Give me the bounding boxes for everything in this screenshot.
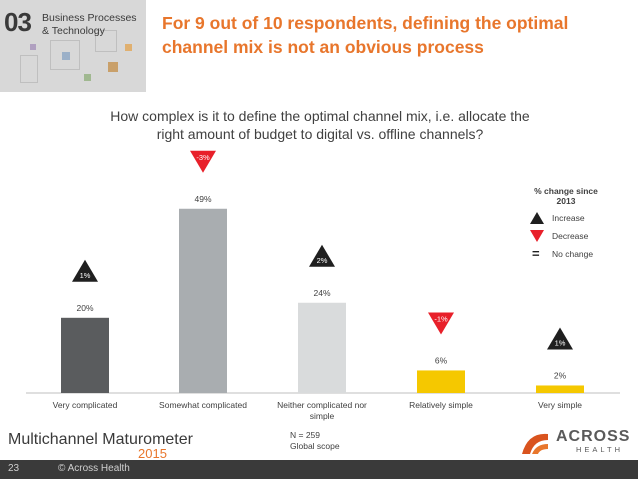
footer-bar: 23 © Across Health [0,460,638,479]
section-tile: 03 Business Processes & Technology [0,0,146,92]
change-marker-5 [547,327,573,350]
change-marker-4 [428,312,454,335]
question-line2: right amount of budget to digital vs. of… [156,126,484,142]
change-label-3: 2% [317,256,328,265]
change-label-5: 1% [555,338,566,347]
slide-header: 03 Business Processes & Technology For 9… [0,0,638,92]
value-label-1: 20% [76,303,93,313]
sample-note: N = 259 Global scope [290,430,340,452]
legend-title: % change since 2013 [524,186,608,206]
bar-chart: 20% 1% Very complicated 49% -3% Somewhat comp… [26,150,620,421]
brand-year: 2015 [138,446,167,461]
across-health-logo: ACROSS HEALTH [518,428,630,456]
logo-mark-icon [522,433,548,454]
page-title-line1: For 9 out of 10 respondents, defining th… [162,13,569,33]
category-label-3-line2: simple [310,411,335,421]
section-number: 03 [4,7,32,37]
brand-name: Multichannel Maturometer [8,431,193,448]
bar-3 [298,302,346,393]
value-label-4: 6% [435,355,448,365]
legend-title-line2: 2013 [556,196,576,206]
category-label-1: Very complicated [53,400,118,410]
value-label-3: 24% [313,288,330,298]
category-label-3-line1: Neither complicated nor [277,400,367,410]
legend-decrease-label: Decrease [552,231,589,241]
bar-4 [417,370,465,393]
equals-icon: = [532,246,540,261]
legend-increase-label: Increase [552,213,585,223]
change-marker-1 [72,259,98,282]
value-label-5: 2% [554,370,567,380]
section-label-line2: & Technology [42,25,105,37]
sample-scope: Global scope [290,441,340,451]
logo-text: ACROSS [556,428,631,445]
change-marker-3 [309,244,335,267]
category-label-2: Somewhat complicated [159,400,247,410]
value-label-2: 49% [194,194,211,204]
change-label-1: 1% [80,271,91,280]
decrease-triangle-icon [530,230,544,242]
page-number: 23 [8,463,20,474]
category-label-4: Relatively simple [409,400,473,410]
logo-subtext: HEALTH [576,445,624,454]
bar-1 [61,317,109,393]
change-label-2: -3% [196,153,210,162]
increase-triangle-icon [530,212,544,224]
section-label: Business Processes & Technology [42,12,137,38]
copyright: © Across Health [58,463,130,474]
legend-no-change-label: No change [552,249,594,259]
bar-2 [179,208,227,393]
change-marker-2 [190,150,216,173]
survey-question: How complex is it to define the optimal … [40,107,600,143]
bar-5 [536,385,584,393]
question-line1: How complex is it to define the optimal … [110,108,530,124]
page-title-line2: channel mix is not an obvious process [162,37,484,57]
sample-size: N = 259 [290,430,321,440]
section-label-line1: Business Processes [42,12,137,24]
category-label-5: Very simple [538,400,582,410]
legend-title-line1: % change since [534,186,598,196]
page-title: For 9 out of 10 respondents, defining th… [162,11,632,59]
change-label-4: -1% [434,314,448,323]
chart-legend: % change since 2013 Increase Decrease = … [524,186,624,261]
